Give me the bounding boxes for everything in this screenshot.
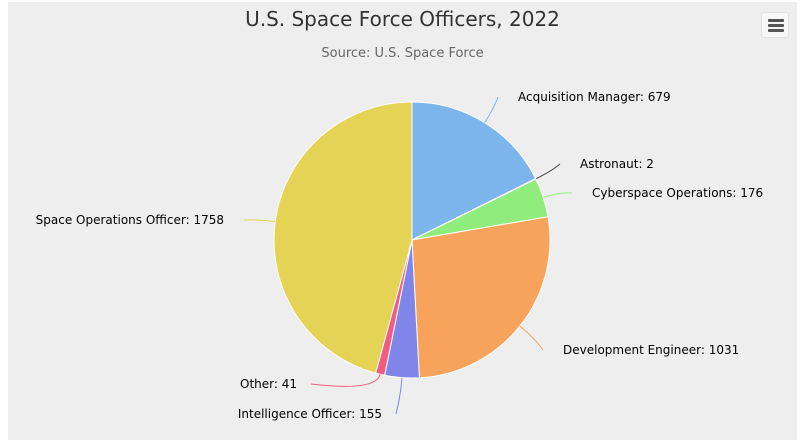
chart-title: U.S. Space Force Officers, 2022 [245,7,560,31]
data-label-development-engineer: Development Engineer: 1031 [563,343,739,357]
data-label-space-operations-officer: Space Operations Officer: 1758 [36,213,224,227]
pie-slice-development-engineer[interactable] [411,216,551,379]
connector-intelligence-officer [395,377,403,415]
data-label-acquisition-manager: Acquisition Manager: 679 [518,90,671,104]
connector-acquisition-manager [484,96,499,123]
data-label-cyberspace-operations: Cyberspace Operations: 176 [592,186,763,200]
chart-menu-button[interactable] [761,12,789,38]
connector-cyberspace-operations [543,192,573,198]
connector-development-engineer [519,325,544,351]
pie-slice-space-operations-officer[interactable] [273,101,413,374]
connector-other [310,374,381,387]
data-label-astronaut: Astronaut: 2 [580,157,654,171]
connector-space-operations-officer [243,219,276,223]
chart-subtitle: Source: U.S. Space Force [321,46,484,61]
data-label-intelligence-officer: Intelligence Officer: 155 [238,407,382,421]
connector-astronaut [535,163,561,180]
data-label-other: Other: 41 [240,377,297,391]
